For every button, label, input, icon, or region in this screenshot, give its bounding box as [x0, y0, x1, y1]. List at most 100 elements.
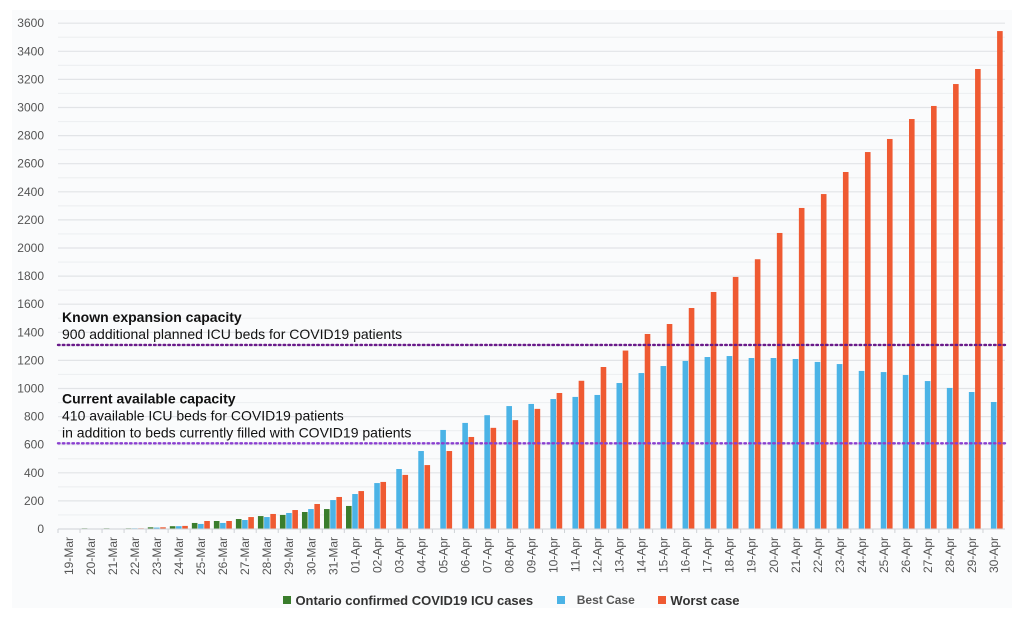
y-tick-label: 400 — [24, 466, 44, 480]
bar-best-case — [418, 451, 424, 529]
x-tick-label: 19-Apr — [745, 537, 759, 573]
x-tick-label: 17-Apr — [701, 537, 715, 573]
bar-worst-case — [380, 481, 387, 529]
y-tick-label: 600 — [24, 438, 44, 452]
bar-worst-case — [270, 513, 276, 529]
bar-best-case — [946, 387, 953, 529]
bar-worst-case — [820, 194, 827, 529]
bar-best-case — [836, 364, 843, 529]
x-tick-label: 28-Mar — [260, 537, 274, 575]
bar-best-case — [352, 494, 358, 529]
bar-best-case — [286, 512, 292, 529]
y-tick-label: 3000 — [17, 101, 44, 115]
x-tick-label: 29-Apr — [965, 537, 979, 573]
x-tick-label: 04-Apr — [414, 537, 428, 573]
bar-worst-case — [776, 232, 783, 530]
x-tick-label: 19-Mar — [62, 537, 76, 575]
bar-best-case — [792, 358, 799, 529]
bar-worst-case — [600, 367, 607, 529]
bar-best-case — [440, 429, 446, 529]
bar-best-case — [154, 527, 160, 529]
bars — [59, 31, 1003, 530]
bar-worst-case — [204, 520, 210, 529]
y-tick-label: 3600 — [17, 16, 44, 30]
bar-ontario-confirmed-covid19-icu-cases — [191, 522, 198, 529]
bar-best-case — [242, 520, 248, 529]
bar-worst-case — [534, 408, 541, 529]
bar-best-case — [308, 509, 314, 529]
y-tick-label: 2600 — [17, 157, 44, 171]
legend-item-best-case: Best Case — [556, 593, 635, 607]
bar-worst-case — [666, 324, 673, 529]
bar-best-case — [484, 415, 490, 529]
legend: Ontario confirmed COVID19 ICU cases Best… — [0, 592, 1023, 608]
legend-label: Best Case — [576, 593, 635, 607]
bar-best-case — [902, 375, 909, 529]
bar-worst-case — [358, 491, 365, 529]
bar-worst-case — [182, 525, 188, 529]
y-tick-label: 3200 — [17, 72, 44, 86]
bar-worst-case — [908, 119, 915, 529]
bar-best-case — [550, 399, 557, 529]
x-tick-label: 24-Mar — [172, 537, 186, 575]
x-tick-label: 25-Apr — [877, 537, 891, 573]
legend-item-worst-case: Worst case — [658, 592, 740, 608]
bar-worst-case — [512, 420, 519, 529]
x-tick-label: 23-Apr — [833, 537, 847, 573]
x-tick-label: 23-Mar — [150, 537, 164, 575]
y-axis: 0 200 400 600 800 1000 1200 1400 1600 1800 2000 220… — [17, 16, 44, 536]
bar-best-case — [396, 469, 402, 529]
legend-label: Worst case — [670, 592, 740, 608]
bar-worst-case — [688, 307, 695, 529]
legend-swatch-green — [283, 596, 292, 604]
bar-worst-case — [864, 152, 871, 529]
y-tick-label: 1200 — [17, 353, 44, 367]
bar-worst-case — [160, 527, 166, 529]
bar-worst-case — [622, 350, 629, 529]
bar-best-case — [814, 361, 821, 529]
bar-ontario-confirmed-covid19-icu-cases — [147, 527, 154, 529]
y-tick-label: 3400 — [17, 44, 44, 58]
x-tick-label: 27-Apr — [921, 537, 935, 573]
y-tick-label: 1000 — [17, 382, 44, 396]
x-tick-label: 25-Mar — [194, 537, 208, 575]
x-tick-label: 20-Mar — [84, 537, 98, 575]
x-tick-label: 26-Mar — [216, 537, 230, 575]
bar-best-case — [616, 383, 623, 529]
bar-worst-case — [314, 503, 320, 529]
bar-ontario-confirmed-covid19-icu-cases — [346, 505, 352, 529]
y-tick-label: 800 — [24, 410, 44, 424]
legend-label: Ontario confirmed COVID19 ICU cases — [295, 592, 534, 608]
x-tick-label: 16-Apr — [679, 537, 693, 573]
bar-best-case — [990, 401, 997, 529]
bar-worst-case — [424, 465, 431, 529]
x-tick-label: 26-Apr — [899, 537, 913, 573]
bar-best-case — [682, 360, 689, 529]
bar-best-case — [462, 422, 468, 529]
y-tick-label: 2000 — [17, 241, 44, 255]
x-tick-label: 24-Apr — [855, 537, 869, 573]
x-tick-label: 07-Apr — [480, 537, 494, 573]
bar-worst-case — [292, 510, 298, 529]
bar-best-case — [176, 526, 182, 529]
bar-ontario-confirmed-covid19-icu-cases — [235, 519, 242, 529]
bar-ontario-confirmed-covid19-icu-cases — [301, 511, 308, 529]
bar-best-case — [638, 373, 645, 529]
legend-swatch-blue — [556, 596, 565, 604]
bar-worst-case — [997, 31, 1003, 530]
bar-worst-case — [556, 392, 563, 529]
bar-best-case — [330, 500, 336, 529]
legend-item-ontario-confirmed: Ontario confirmed COVID19 ICU cases — [283, 593, 533, 608]
x-tick-label: 21-Mar — [106, 537, 120, 575]
bar-worst-case — [975, 69, 981, 530]
bar-worst-case — [490, 427, 497, 529]
bar-best-case — [858, 370, 865, 529]
x-tick-label: 31-Mar — [326, 537, 340, 575]
bar-worst-case — [248, 517, 254, 529]
annotation-text: 410 available ICU beds for COVID19 patie… — [62, 407, 344, 423]
x-tick-label: 18-Apr — [723, 537, 737, 573]
x-tick-label: 10-Apr — [547, 537, 561, 573]
annotation-title: Known expansion capacity — [62, 309, 242, 325]
